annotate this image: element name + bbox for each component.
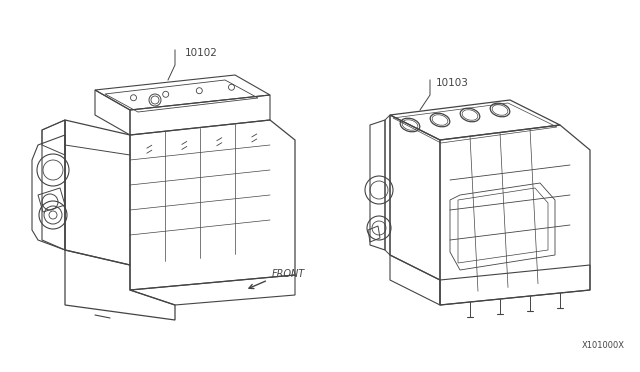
Text: 10102: 10102 — [185, 48, 218, 58]
Text: FRONT: FRONT — [272, 269, 305, 279]
Text: 10103: 10103 — [436, 78, 469, 88]
Text: X101000X: X101000X — [582, 341, 625, 350]
